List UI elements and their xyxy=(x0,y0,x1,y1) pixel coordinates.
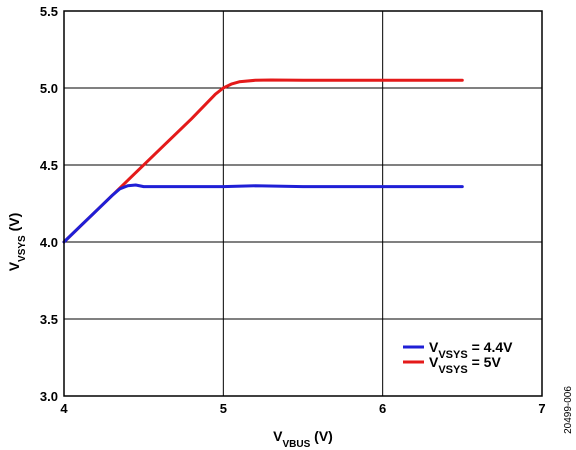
figure-id: 20499-006 xyxy=(563,386,574,434)
y-tick-label: 3.5 xyxy=(40,312,58,327)
plot-frame xyxy=(63,10,543,397)
y-tick-label: 5.0 xyxy=(40,81,58,96)
y-axis-label: VVSYS (V) xyxy=(6,213,28,272)
legend-label-series-1: VVSYS = 4.4V xyxy=(429,339,513,361)
x-tick-label: 6 xyxy=(379,401,386,416)
y-tick-label: 3.0 xyxy=(40,389,58,404)
x-tick-label: 4 xyxy=(60,401,68,416)
series-line-1 xyxy=(62,183,464,244)
legend-label-series-2: VVSYS = 5V xyxy=(429,354,501,376)
series-line-2 xyxy=(62,78,464,244)
series-layer xyxy=(62,78,464,244)
x-tick-label: 5 xyxy=(220,401,227,416)
x-tick-label: 7 xyxy=(538,401,545,416)
y-tick-labels: 3.0 3.5 4.0 4.5 5.0 5.5 xyxy=(40,4,58,404)
x-tick-labels: 4 5 6 7 xyxy=(60,401,545,416)
y-tick-label: 4.5 xyxy=(40,158,58,173)
legend: VVSYS = 4.4V VVSYS = 5V xyxy=(403,339,513,376)
y-tick-label: 5.5 xyxy=(40,4,58,19)
x-axis-label: VVBUS (V) xyxy=(273,428,333,450)
y-tick-label: 4.0 xyxy=(40,235,58,250)
